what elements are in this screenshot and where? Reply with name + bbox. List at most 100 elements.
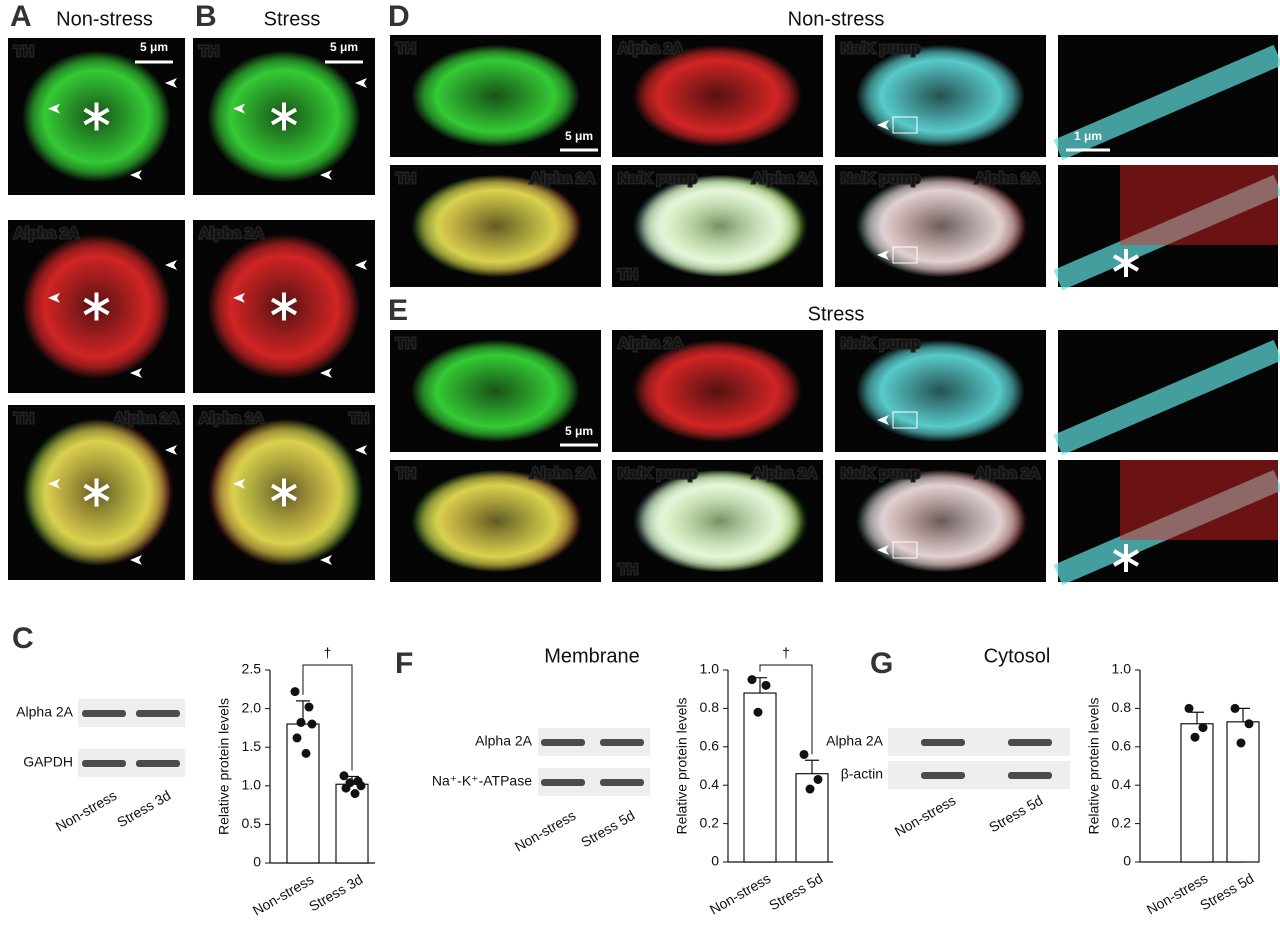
channel-label: Na/K pump xyxy=(841,40,920,57)
zoom-box xyxy=(892,116,918,134)
channel-label: Alpha 2A xyxy=(975,465,1040,482)
arrowhead xyxy=(355,260,367,270)
asterisk xyxy=(1112,249,1140,277)
panel-title: Stress xyxy=(808,303,865,325)
y-tick-label: 0 xyxy=(711,853,719,869)
blot-lane-label: Non-stress xyxy=(892,792,959,840)
arrowhead xyxy=(165,78,177,88)
channel-label: Alpha 2A xyxy=(618,335,683,352)
data-point xyxy=(290,687,300,697)
arrowhead xyxy=(130,555,142,565)
zoom-box xyxy=(892,541,918,559)
channel-label: Alpha 2A xyxy=(199,410,264,427)
asterisk xyxy=(83,292,110,321)
panel-label: C xyxy=(12,622,34,655)
blot-title: Cytosol xyxy=(984,645,1051,667)
x-tick-label: Stress 3d xyxy=(306,871,365,914)
data-point xyxy=(307,719,317,729)
data-point xyxy=(341,783,351,793)
channel-label: Alpha 2A xyxy=(752,170,817,187)
cell-signal xyxy=(856,44,1025,148)
zoom-membrane xyxy=(1053,174,1280,291)
bar xyxy=(1180,723,1214,863)
cell-signal xyxy=(414,174,583,278)
arrowhead xyxy=(48,478,60,489)
y-tick-label: 2.0 xyxy=(242,699,262,715)
blot-title: Membrane xyxy=(544,645,640,667)
arrowhead xyxy=(165,260,177,270)
channel-label: Alpha 2A xyxy=(530,465,595,482)
cell-signal xyxy=(639,469,808,573)
blot-row-label: Alpha 2A xyxy=(475,733,532,749)
zoom-signal xyxy=(1120,165,1278,245)
channel-label: TH xyxy=(396,40,416,57)
panel-label: F xyxy=(395,647,413,680)
y-axis-label: Relative protein levels xyxy=(1086,698,1102,835)
y-tick-label: 1.0 xyxy=(700,661,720,677)
blot-band xyxy=(600,779,644,786)
blot-band xyxy=(600,739,644,746)
data-point xyxy=(805,784,815,794)
arrowhead xyxy=(48,103,60,114)
cell-signal xyxy=(856,339,1025,443)
y-tick-label: 1.0 xyxy=(1112,661,1132,677)
bar xyxy=(743,692,777,863)
panel-title: Non-stress xyxy=(56,8,153,30)
y-tick-label: 0.5 xyxy=(242,815,262,831)
channel-label: Alpha 2A xyxy=(752,465,817,482)
channel-label: Alpha 2A xyxy=(199,225,264,242)
y-tick-label: 0.8 xyxy=(700,699,720,715)
data-point xyxy=(1236,738,1246,748)
channel-label: Na/K pump xyxy=(618,170,697,187)
asterisk xyxy=(270,478,298,507)
arrowhead xyxy=(48,292,60,303)
significance-bracket xyxy=(759,664,813,755)
blot-row-label: Alpha 2A xyxy=(826,733,883,749)
cell-signal xyxy=(639,174,808,278)
arrowhead xyxy=(165,445,177,455)
significance-label: † xyxy=(782,645,790,661)
channel-label: TH xyxy=(396,335,416,352)
data-point xyxy=(339,771,349,781)
blot-band xyxy=(136,760,180,767)
zoom-box xyxy=(892,246,918,264)
panel-label: D xyxy=(388,0,410,33)
data-point xyxy=(1198,723,1208,733)
data-point xyxy=(356,781,366,791)
arrowhead xyxy=(877,415,889,425)
y-tick-label: 0.6 xyxy=(700,738,720,754)
channel-label: Alpha 2A xyxy=(114,410,179,427)
arrowhead xyxy=(877,545,889,555)
panel-label: G xyxy=(870,647,893,680)
channel-label: Na/K pump xyxy=(841,465,920,482)
blot-row-label: Alpha 2A xyxy=(16,704,73,720)
arrowhead xyxy=(877,120,889,130)
channel-label: TH xyxy=(14,43,34,60)
channel-label: Alpha 2A xyxy=(14,225,79,242)
blot-row-label: Na⁺-K⁺-ATPase xyxy=(432,773,532,789)
asterisk xyxy=(270,102,298,131)
x-tick-label: Stress 5d xyxy=(766,870,825,913)
y-tick-label: 0.2 xyxy=(1112,814,1132,830)
blot-band xyxy=(1008,772,1052,779)
y-tick-label: 0.4 xyxy=(1112,776,1132,792)
blot-band xyxy=(82,710,126,717)
data-point xyxy=(296,717,306,727)
asterisk xyxy=(1112,544,1140,572)
y-axis-label: Relative protein levels xyxy=(216,698,232,835)
data-point xyxy=(747,675,757,685)
y-tick-label: 0 xyxy=(1123,853,1131,869)
cell-signal xyxy=(859,469,1028,573)
blot-band xyxy=(136,710,180,717)
panel-label: A xyxy=(10,0,32,33)
panel-title: Non-stress xyxy=(788,8,885,30)
channel-label: Na/K pump xyxy=(618,465,697,482)
blot-band xyxy=(541,739,585,746)
x-tick-label: Non-stress xyxy=(707,870,774,918)
channel-label: TH xyxy=(199,43,219,60)
arrowhead xyxy=(233,103,245,114)
arrowhead xyxy=(233,292,245,303)
channel-label: TH xyxy=(396,465,416,482)
cell-signal xyxy=(414,469,583,573)
